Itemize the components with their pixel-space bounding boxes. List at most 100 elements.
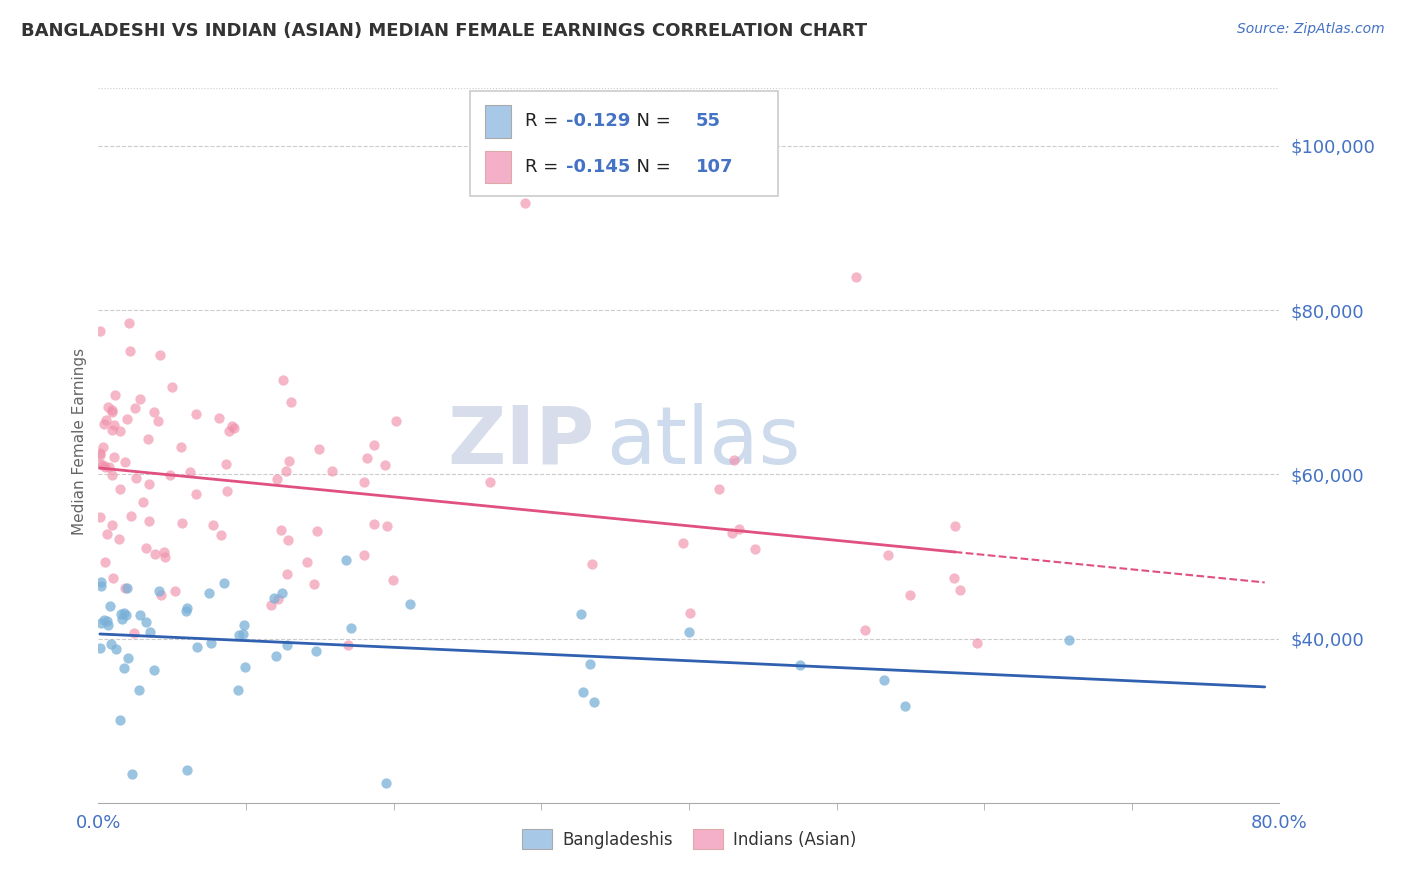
Point <box>122 626 145 640</box>
Point <box>114 582 136 596</box>
Point <box>353 548 375 562</box>
Point <box>363 517 385 532</box>
Point <box>898 588 921 602</box>
Point <box>224 421 246 435</box>
Point <box>101 468 124 483</box>
Point <box>103 450 125 465</box>
Point <box>278 454 301 468</box>
FancyBboxPatch shape <box>471 91 778 196</box>
Point <box>308 442 330 457</box>
Point <box>160 379 183 393</box>
Point <box>128 683 150 698</box>
Point <box>672 535 695 549</box>
Point <box>105 642 128 657</box>
Point <box>94 412 117 426</box>
Point <box>91 440 114 454</box>
Point <box>305 524 328 538</box>
Point <box>103 418 125 433</box>
Point <box>93 417 115 432</box>
Point <box>226 682 249 697</box>
Point <box>172 516 194 530</box>
Point <box>276 638 298 652</box>
Point <box>110 482 132 496</box>
Point <box>221 418 243 433</box>
Point <box>385 413 408 427</box>
Point <box>143 663 166 677</box>
Point <box>569 607 592 621</box>
Text: -0.145: -0.145 <box>567 158 630 176</box>
Point <box>302 576 325 591</box>
Point <box>266 472 288 486</box>
Point <box>132 495 155 509</box>
Point <box>583 695 606 709</box>
Text: Source: ZipAtlas.com: Source: ZipAtlas.com <box>1237 22 1385 37</box>
Point <box>186 487 208 501</box>
Point <box>894 698 917 713</box>
Point <box>152 544 174 558</box>
Legend: Bangladeshis, Indians (Asian): Bangladeshis, Indians (Asian) <box>515 822 863 856</box>
Point <box>942 571 965 585</box>
Point <box>232 626 254 640</box>
Point <box>208 410 231 425</box>
Text: N =: N = <box>626 112 676 130</box>
Point <box>101 403 124 417</box>
Point <box>728 522 751 536</box>
Point <box>149 348 172 362</box>
Point <box>129 392 152 407</box>
Point <box>97 459 120 474</box>
Point <box>218 424 240 438</box>
Point <box>581 557 603 571</box>
Point <box>112 660 135 674</box>
Point <box>877 548 900 562</box>
Point <box>143 547 166 561</box>
Point <box>943 518 966 533</box>
Point <box>89 448 111 462</box>
Point <box>135 541 157 555</box>
Point <box>321 464 343 478</box>
Point <box>949 583 972 598</box>
Point <box>271 374 294 388</box>
Point <box>90 578 112 592</box>
Point <box>111 612 134 626</box>
Point <box>233 618 256 632</box>
Point <box>101 571 124 585</box>
Point <box>108 424 131 438</box>
Point <box>138 514 160 528</box>
Point <box>276 464 298 478</box>
Point <box>138 477 160 491</box>
Point <box>100 637 122 651</box>
Point <box>186 640 208 654</box>
Point <box>93 460 115 475</box>
Point <box>89 510 111 524</box>
Point <box>744 541 766 556</box>
Point <box>120 508 142 523</box>
Point <box>723 453 745 467</box>
Point <box>678 624 700 639</box>
Point <box>129 607 152 622</box>
Point <box>110 607 132 621</box>
Point <box>853 623 876 637</box>
Point <box>96 615 118 629</box>
Point <box>108 714 131 728</box>
Point <box>513 196 536 211</box>
Point <box>125 470 148 484</box>
Point <box>93 613 115 627</box>
Point <box>101 517 124 532</box>
Point <box>135 615 157 629</box>
Point <box>228 628 250 642</box>
Point <box>266 592 288 607</box>
Point <box>89 324 111 338</box>
Point <box>94 555 117 569</box>
Point <box>478 475 501 490</box>
Point <box>276 566 298 581</box>
Point <box>270 523 292 537</box>
Text: 107: 107 <box>696 158 734 176</box>
Point <box>121 767 143 781</box>
Point <box>117 650 139 665</box>
Point <box>98 599 121 614</box>
Text: ZIP: ZIP <box>447 402 595 481</box>
Point <box>335 552 357 566</box>
Point <box>174 604 197 618</box>
Point <box>382 574 405 588</box>
Point <box>217 483 239 498</box>
